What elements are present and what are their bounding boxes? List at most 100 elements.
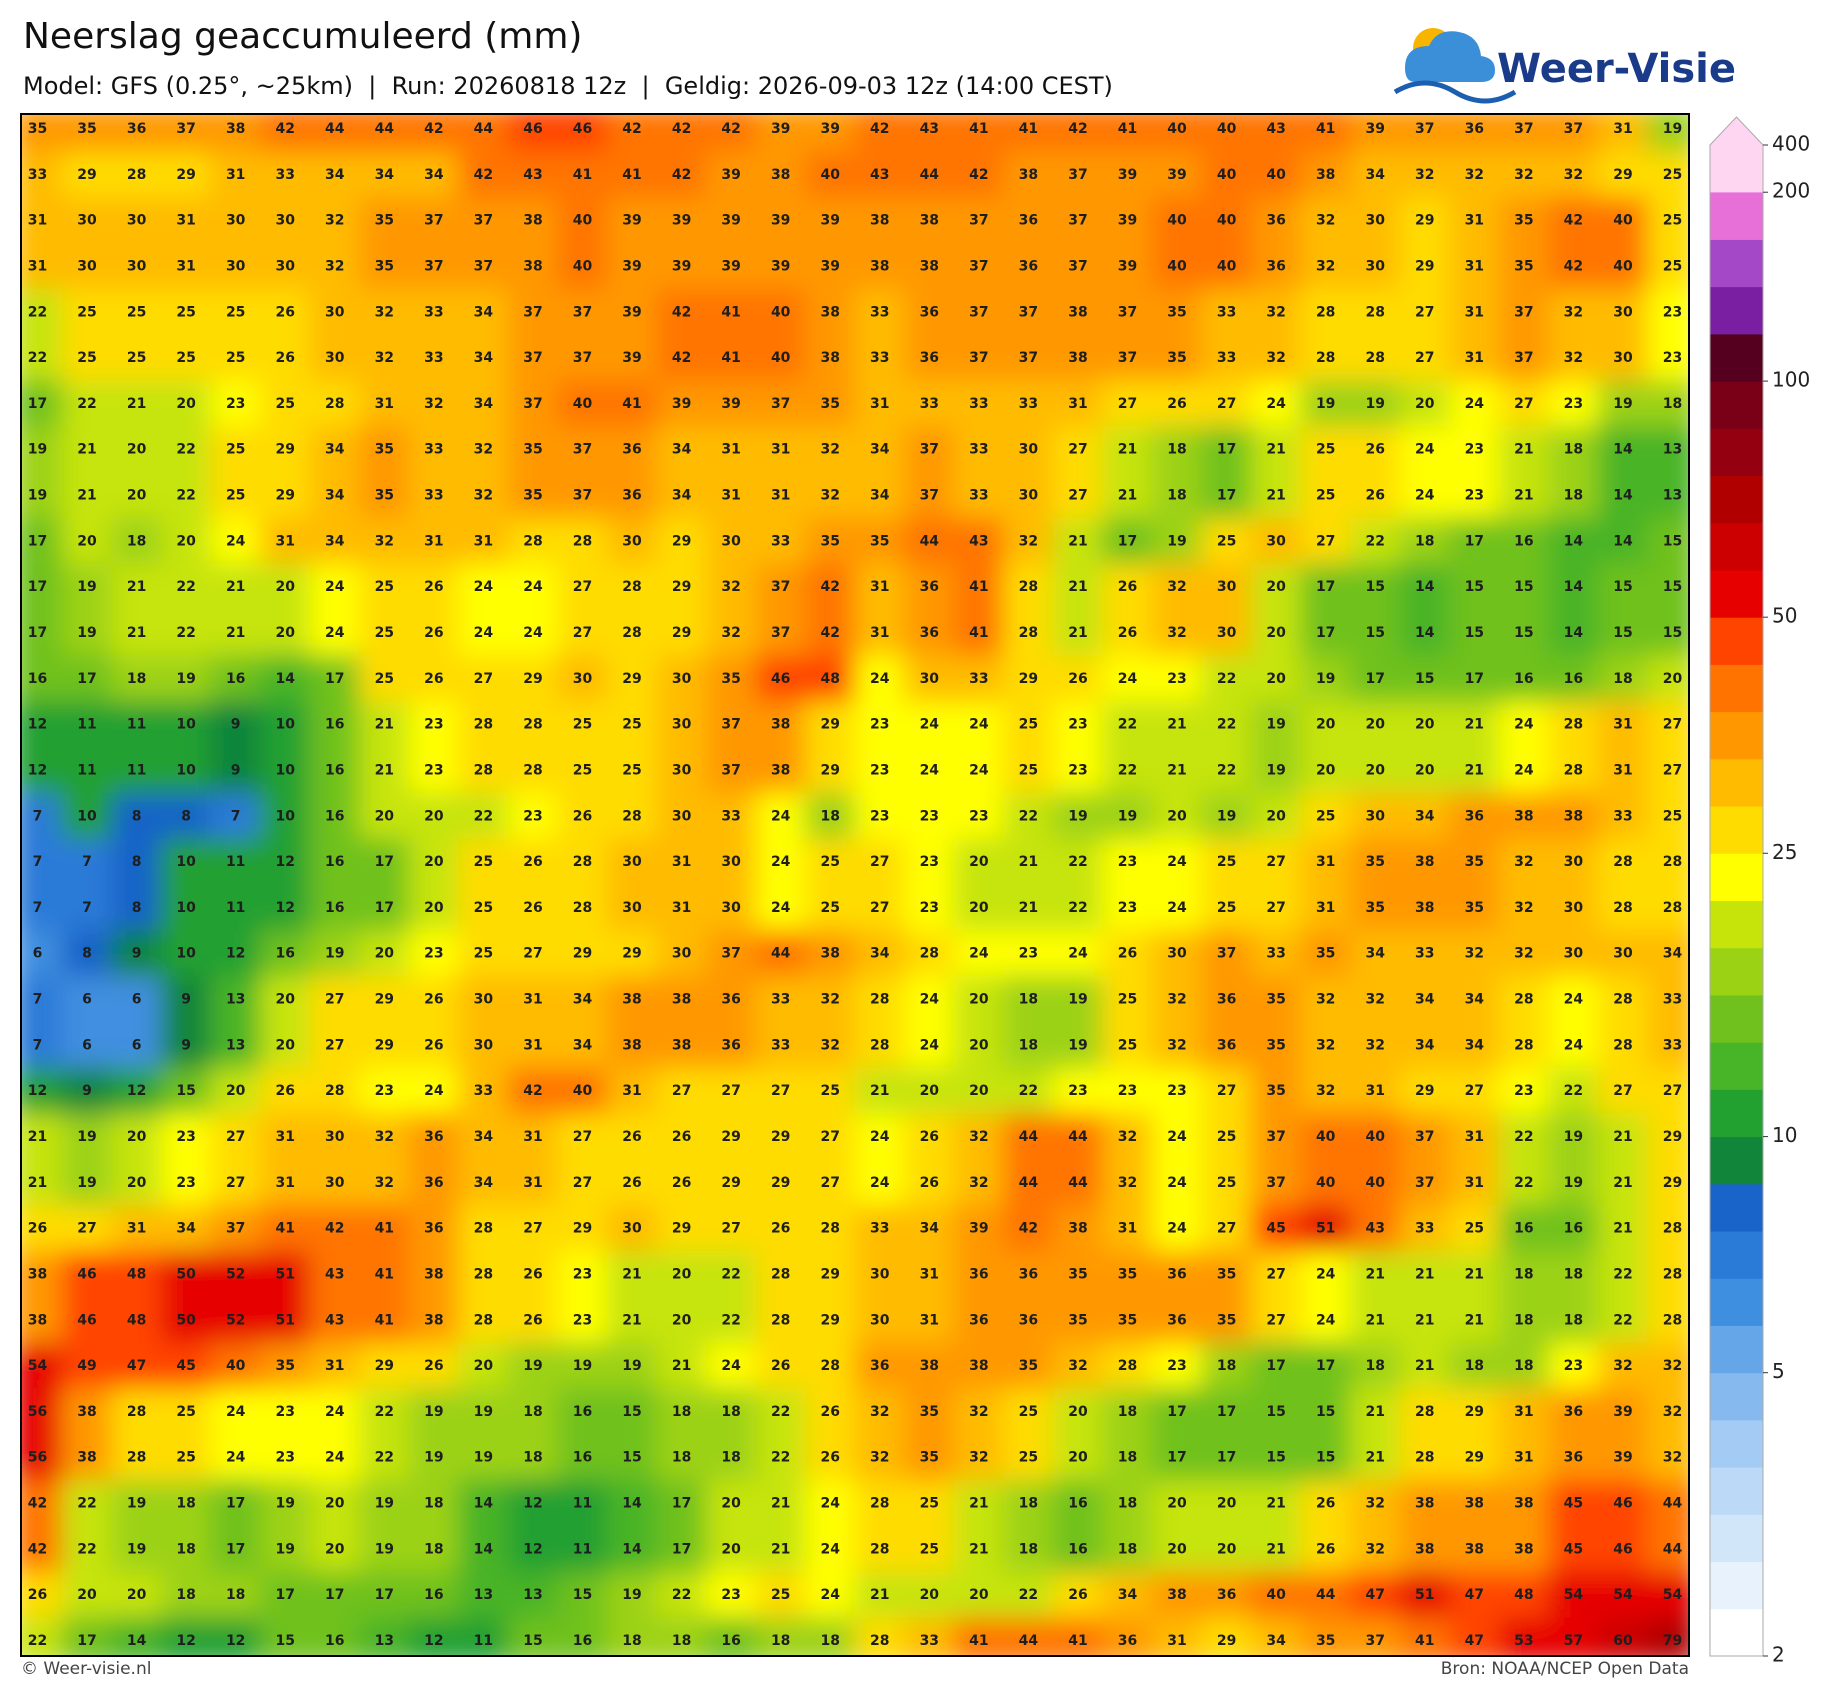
colorbar-band: [1710, 711, 1763, 760]
precip-cell: [1102, 563, 1153, 611]
precip-cell: [854, 1021, 906, 1069]
colorbar-band: [1710, 569, 1763, 618]
precip-cell: [507, 197, 559, 245]
precip-value: 21: [771, 1496, 790, 1512]
precip-value: 21: [127, 625, 146, 641]
precip-cell: [854, 1342, 906, 1390]
precip-cell: [1052, 609, 1104, 657]
precip-value: 25: [1663, 213, 1682, 229]
precip-cell: [1003, 563, 1054, 611]
precip-cell: [953, 930, 1005, 978]
precip-value: 25: [1663, 258, 1682, 274]
precip-value: 31: [127, 1221, 146, 1237]
precip-cell: [359, 609, 410, 657]
precip-cell: [854, 243, 906, 290]
precip-cell: [854, 1571, 906, 1619]
precip-cell: [1399, 288, 1451, 336]
precip-cell: [1151, 197, 1203, 245]
precip-value: 25: [920, 1541, 939, 1557]
precip-cell: [1449, 563, 1500, 611]
precip-cell: [160, 884, 212, 932]
precip-cell: [804, 1159, 856, 1207]
precip-value: 9: [132, 946, 142, 962]
precip-value: 15: [622, 1404, 641, 1420]
precip-cell: [1647, 838, 1689, 886]
precip-value: 21: [1415, 1266, 1434, 1282]
precip-value: 26: [1365, 442, 1384, 458]
precip-cell: [953, 1159, 1005, 1207]
precip-cell: [804, 1205, 856, 1253]
precip-cell: [1052, 1296, 1104, 1344]
precip-value: 25: [1019, 762, 1038, 778]
precip-value: 39: [771, 258, 790, 274]
precip-cell: [1151, 1525, 1203, 1573]
precip-value: 56: [28, 1404, 47, 1420]
precip-value: 8: [132, 808, 142, 824]
precip-cell: [1300, 1571, 1351, 1619]
colorbar-band: [1710, 1183, 1763, 1232]
precip-cell: [309, 1205, 361, 1253]
precip-cell: [804, 151, 856, 199]
precip-value: 39: [969, 1221, 988, 1237]
precip-cell: [21, 151, 63, 199]
precip-cell: [1003, 701, 1054, 749]
precip-cell: [210, 838, 261, 886]
precip-cell: [507, 701, 559, 749]
precip-cell: [210, 1617, 261, 1656]
precip-cell: [1250, 243, 1302, 290]
precip-cell: [1548, 838, 1599, 886]
precip-cell: [160, 1571, 212, 1619]
precip-cell: [656, 1480, 707, 1527]
precip-value: 20: [1316, 762, 1336, 778]
precip-value: 29: [771, 1175, 790, 1191]
precip-value: 37: [1118, 304, 1137, 320]
precip-value: 28: [127, 1404, 146, 1420]
precip-cell: [1201, 151, 1252, 199]
precip-value: 31: [325, 1358, 344, 1374]
precip-cell: [1201, 1067, 1252, 1115]
precip-cell: [1349, 792, 1401, 840]
precip-cell: [854, 1388, 906, 1436]
precip-cell: [1399, 930, 1451, 978]
precip-value: 39: [820, 213, 839, 229]
precip-cell: [1151, 976, 1203, 1023]
precip-value: 24: [1167, 900, 1187, 916]
precip-cell: [1300, 1480, 1351, 1527]
precip-cell: [259, 380, 311, 428]
precip-value: 37: [1266, 1129, 1285, 1145]
precip-value: 21: [870, 1083, 889, 1099]
precip-cell: [21, 334, 63, 382]
precip-value: 20: [1167, 808, 1187, 824]
precip-value: 23: [176, 1175, 195, 1191]
precip-value: 14: [1613, 533, 1633, 549]
precip-value: 32: [474, 488, 493, 504]
precip-value: 16: [325, 1633, 344, 1649]
precip-cell: [309, 1617, 361, 1656]
precip-cell: [1003, 1388, 1054, 1436]
precip-cell: [1151, 334, 1203, 382]
precip-cell: [1399, 197, 1451, 245]
precip-cell: [21, 1571, 63, 1619]
precip-cell: [557, 792, 608, 840]
precip-cell: [1201, 655, 1252, 703]
precip-value: 22: [1613, 1266, 1632, 1282]
precip-value: 38: [771, 717, 790, 733]
precip-cell: [1300, 1525, 1351, 1573]
precip-cell: [1151, 1434, 1203, 1482]
precip-cell: [1498, 1571, 1550, 1619]
precip-cell: [61, 1067, 113, 1115]
logo-wave: [1393, 80, 1517, 104]
precip-cell: [1449, 701, 1500, 749]
precip-cell: [1102, 930, 1153, 978]
precip-cell: [1449, 1342, 1500, 1390]
precip-cell: [804, 655, 856, 703]
precip-value: 46: [1613, 1496, 1632, 1512]
precip-cell: [1102, 1021, 1153, 1069]
precip-value: 29: [820, 1312, 839, 1328]
precip-value: 35: [28, 121, 47, 137]
precip-value: 32: [820, 442, 839, 458]
precip-value: 30: [1564, 946, 1584, 962]
precip-value: 31: [424, 533, 443, 549]
precip-cell: [606, 1525, 658, 1573]
precip-cell: [1052, 1388, 1104, 1436]
